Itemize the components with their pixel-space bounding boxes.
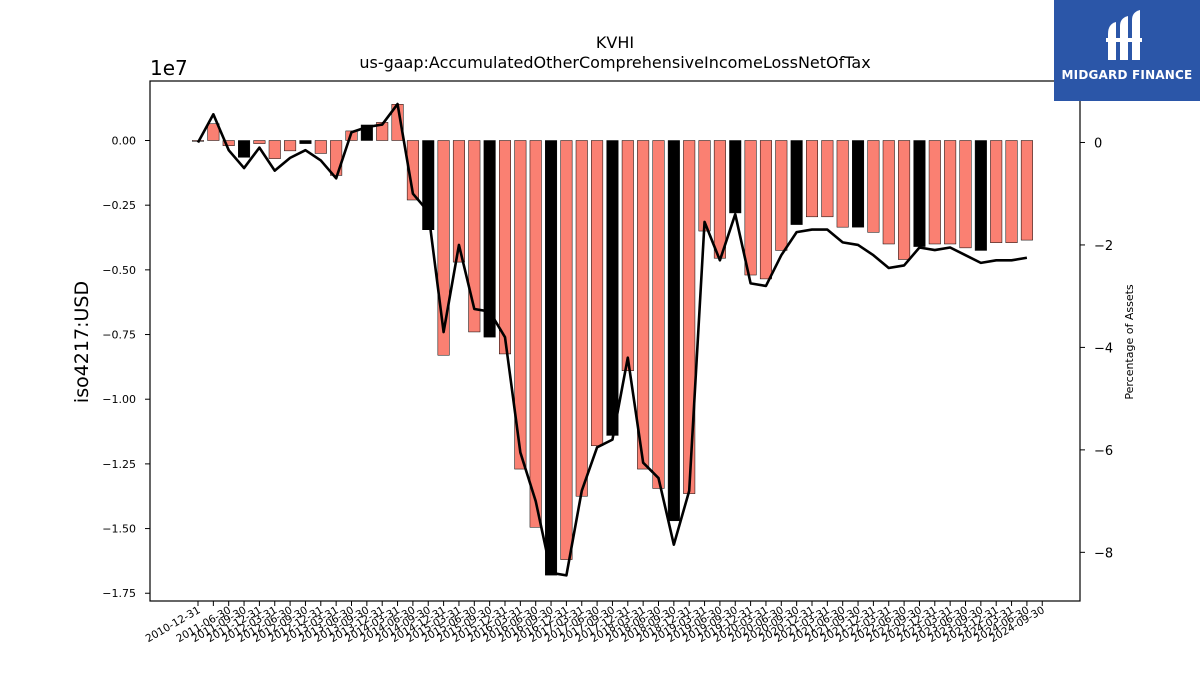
bar-2016-03-31 <box>514 140 527 470</box>
bar-2012-06-30 <box>284 140 297 152</box>
bar-2020-06-30 <box>775 140 788 251</box>
bar-series <box>192 104 1033 576</box>
y-tick-label: 0.00 <box>112 135 137 148</box>
y2-tick-label: 0 <box>1094 136 1102 151</box>
bar-2022-06-30 <box>898 140 911 260</box>
bar-2019-03-31 <box>698 140 711 232</box>
bar-2017-03-31 <box>575 140 588 497</box>
bar-2011-09-30 <box>238 140 251 158</box>
bar-2022-09-30 <box>913 140 926 247</box>
bar-2023-03-31 <box>944 140 957 245</box>
chart-title: KVHI <box>596 33 634 52</box>
bar-2012-09-30 <box>299 140 312 144</box>
y-axis-ticks: 0.00 −0.25 −0.50 −0.75 −1.00 −1.25 −1.50 −1.75 <box>102 135 150 600</box>
bar-2021-09-30 <box>852 140 865 228</box>
y-tick-label: −0.25 <box>102 199 136 212</box>
bar-2016-12-31 <box>560 140 573 560</box>
bar-2020-12-31 <box>806 140 818 218</box>
y-offset-label: 1e7 <box>150 56 188 80</box>
plot-frame <box>149 80 1081 602</box>
percentage-of-assets-line <box>196 102 1028 577</box>
y2-tick-label: −2 <box>1094 239 1113 254</box>
bar-2021-12-31 <box>867 140 880 233</box>
bar-2018-06-30 <box>652 140 665 489</box>
y2-tick-label: −6 <box>1094 444 1113 459</box>
bar-2022-12-31 <box>928 140 941 245</box>
bar-2017-06-30 <box>591 140 604 447</box>
bar-2020-09-30 <box>790 140 803 225</box>
brand-logo: MIDGARD FINANCE <box>1054 0 1200 101</box>
bar-2018-09-30 <box>667 140 680 522</box>
bar-2015-06-30 <box>468 140 481 333</box>
bar-2019-12-31 <box>744 140 757 276</box>
bar-2021-06-30 <box>836 140 849 228</box>
bar-2016-09-30 <box>545 140 558 576</box>
bar-2011-03-31 <box>207 123 220 141</box>
bar-2014-09-30 <box>422 140 435 230</box>
midgard-logo-icon <box>1106 10 1142 60</box>
y2-tick-label: −8 <box>1094 546 1113 561</box>
y-tick-label: −1.50 <box>102 523 136 536</box>
bar-2021-03-31 <box>821 140 834 218</box>
bar-2014-06-30 <box>406 140 419 201</box>
bar-2016-06-30 <box>529 140 542 528</box>
bar-2020-03-31 <box>759 140 772 280</box>
bar-2018-03-31 <box>637 140 650 470</box>
bar-2015-09-30 <box>483 140 496 338</box>
chart-subtitle: us-gaap:AccumulatedOtherComprehensiveInc… <box>359 53 870 72</box>
bar-2017-09-30 <box>606 140 619 436</box>
bar-2023-09-30 <box>974 140 987 251</box>
bar-2014-12-31 <box>437 140 450 356</box>
bar-2017-12-31 <box>621 140 634 371</box>
y-axis-label: iso4217:USD <box>71 281 93 403</box>
bar-2023-06-30 <box>959 140 972 249</box>
bar-2019-09-30 <box>729 140 742 214</box>
bar-2019-06-30 <box>713 140 726 259</box>
y-tick-label: −1.25 <box>102 458 136 471</box>
bar-2012-03-31 <box>268 140 281 159</box>
y2-axis-ticks: 0 −2 −4 −6 −8 <box>1080 136 1113 561</box>
bar-2012-12-31 <box>314 140 327 154</box>
bar-2011-12-31 <box>253 140 266 144</box>
y2-axis-label: Percentage of Assets <box>1123 284 1136 400</box>
bar-2024-06-30 <box>1020 140 1033 241</box>
x-axis-ticks: 2010-12-312011-06-302011-09-302011-12-31… <box>144 601 1047 645</box>
bar-2015-12-31 <box>499 140 511 355</box>
bar-2024-03-31 <box>1005 140 1018 243</box>
bar-2023-12-31 <box>990 140 1003 243</box>
bar-2015-03-31 <box>452 140 465 263</box>
y-tick-label: −0.50 <box>102 264 136 277</box>
bar-2022-03-31 <box>882 140 895 245</box>
y-tick-label: −0.75 <box>102 329 136 342</box>
bar-2013-09-30 <box>360 124 373 141</box>
y-tick-label: −1.75 <box>102 587 136 600</box>
line-series <box>196 102 1028 577</box>
brand-name: MIDGARD FINANCE <box>1061 68 1193 82</box>
y-tick-label: −1.00 <box>102 393 136 406</box>
bar-2011-06-30 <box>222 140 235 146</box>
y2-tick-label: −4 <box>1094 341 1113 356</box>
